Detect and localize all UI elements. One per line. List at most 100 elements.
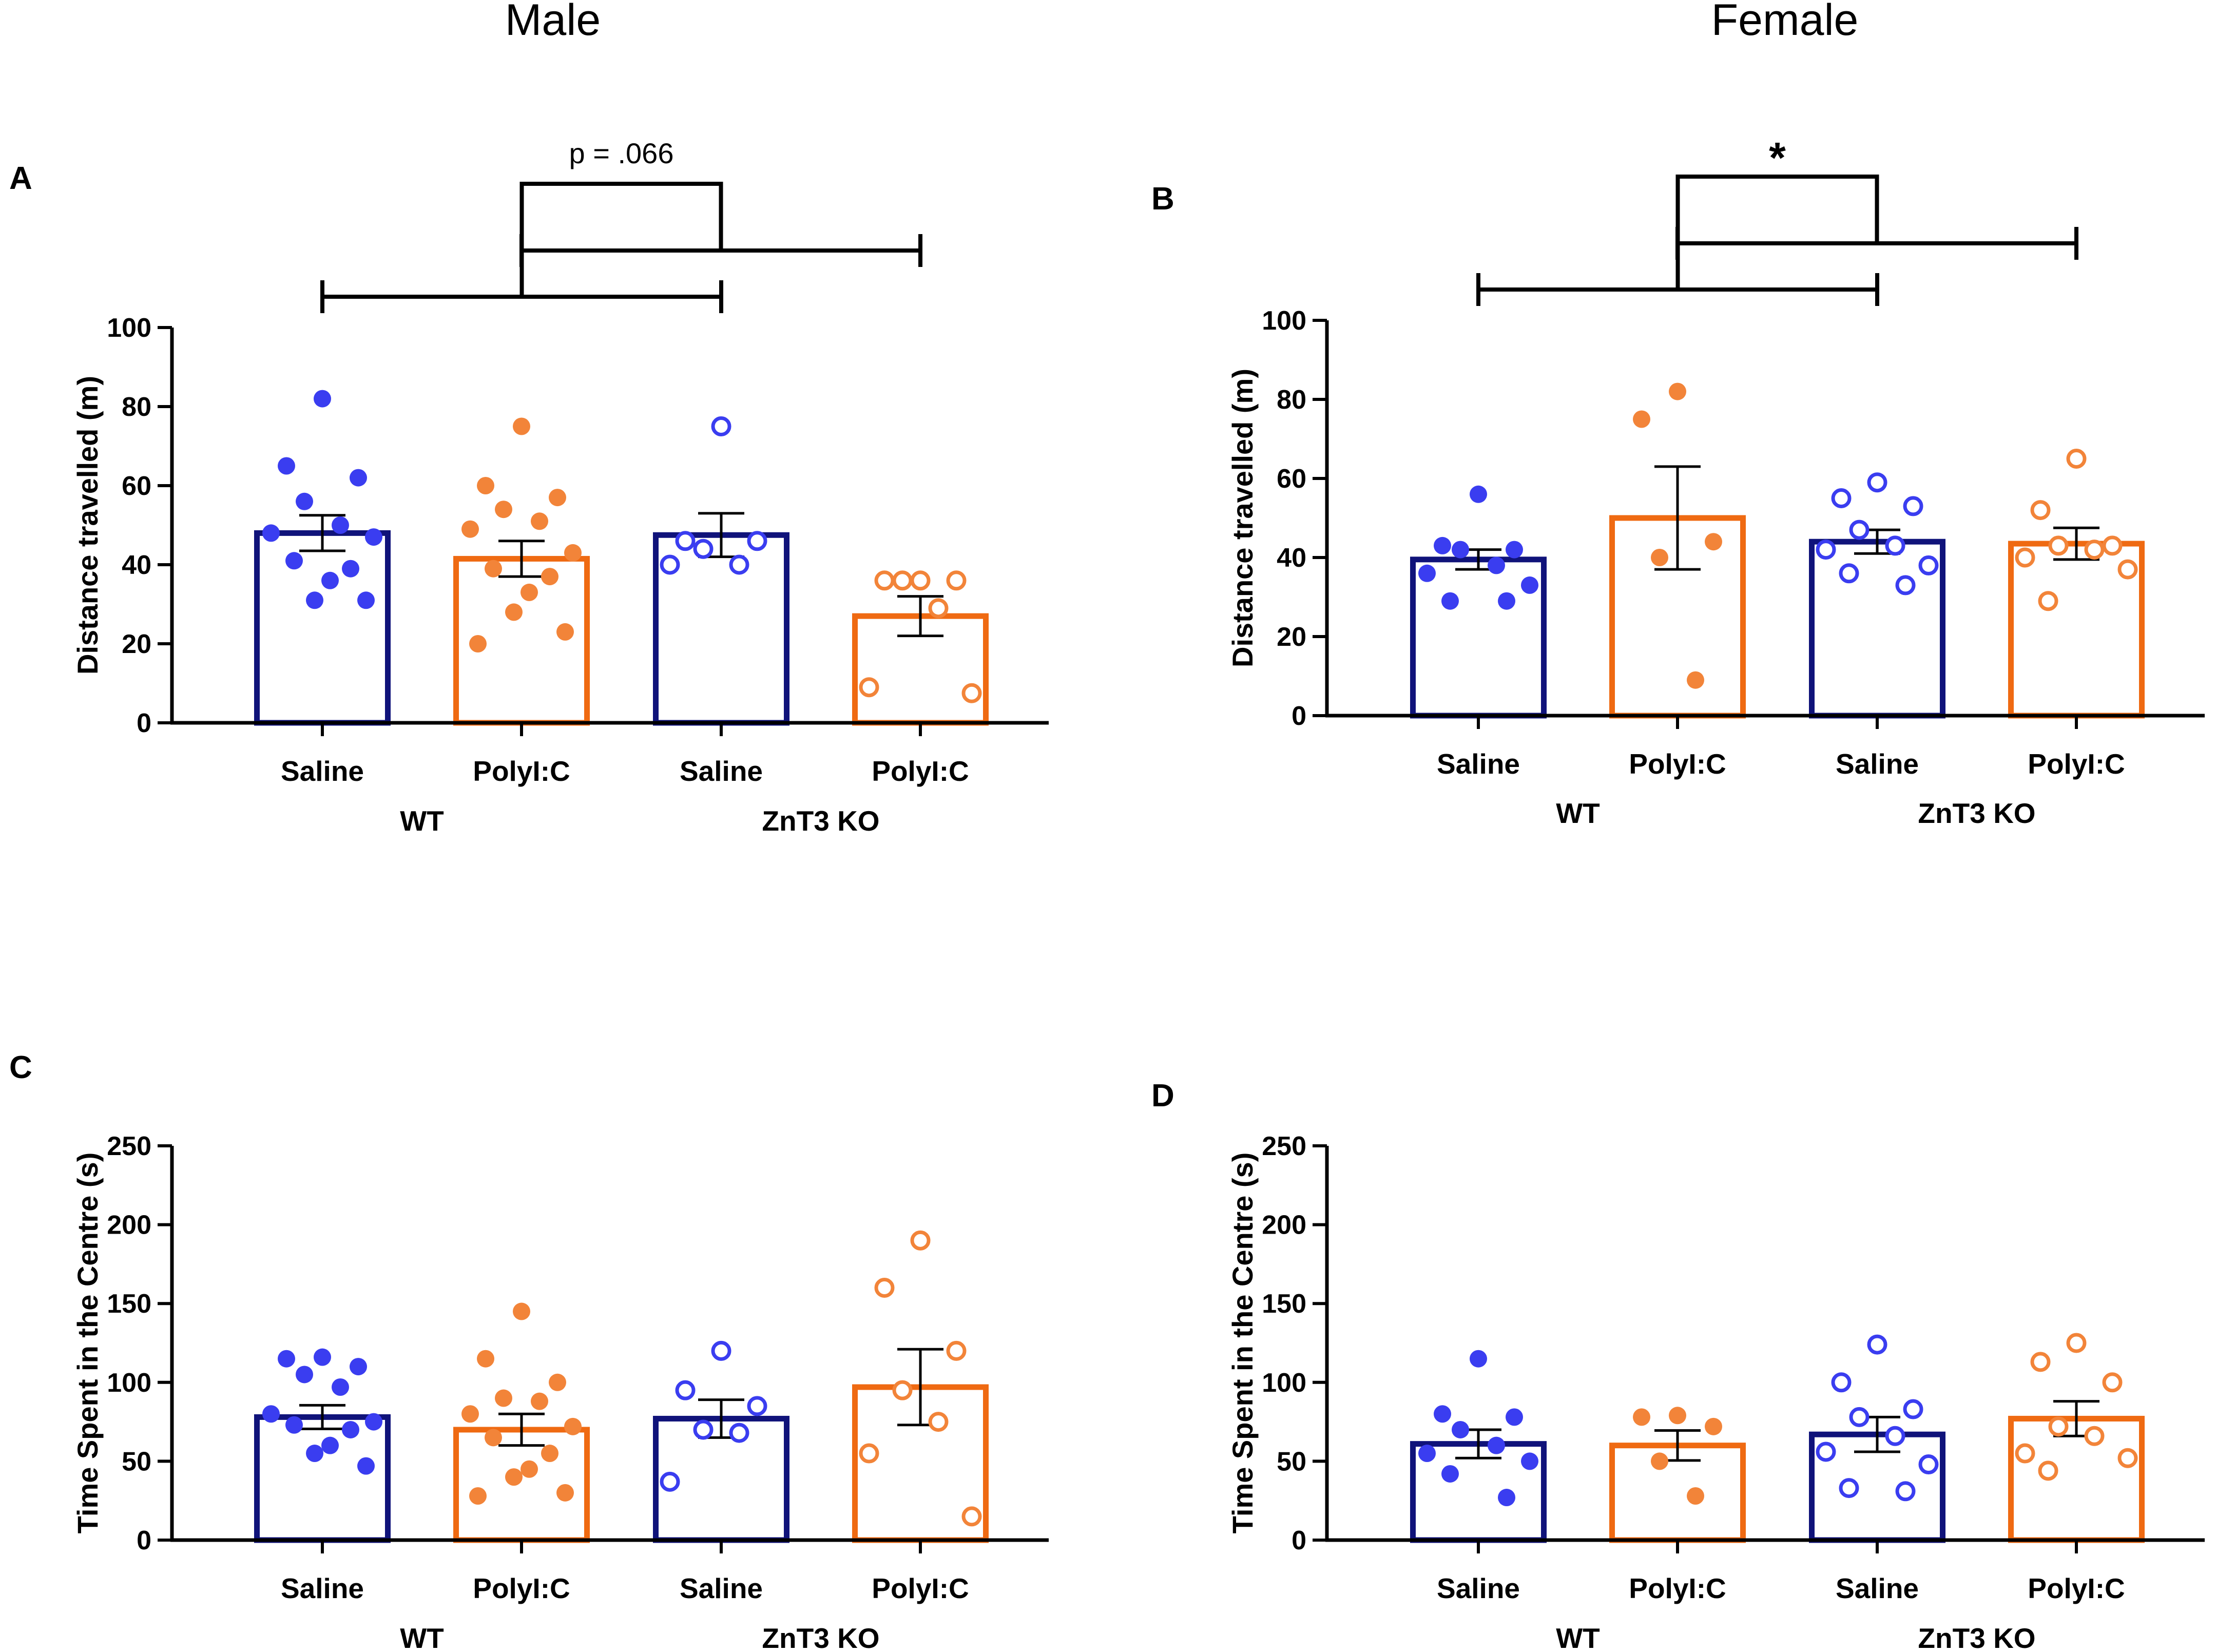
category-label-4: PolyI:C — [872, 755, 969, 787]
data-point — [2048, 1416, 2069, 1437]
data-point — [1441, 592, 1459, 610]
y-tick-label: 100 — [107, 313, 151, 343]
y-tick-label: 0 — [1292, 1526, 1306, 1555]
data-point — [1885, 1426, 1905, 1446]
significance-annotation: * — [1769, 133, 1786, 182]
data-point — [961, 1506, 982, 1527]
y-tick-label: 20 — [122, 629, 151, 659]
bar-1 — [254, 1414, 391, 1543]
data-point — [1418, 564, 1436, 582]
data-point — [910, 570, 931, 591]
data-point — [1687, 1487, 1704, 1505]
data-point — [675, 531, 696, 551]
data-point — [1506, 1408, 1523, 1426]
category-label-3: Saline — [1836, 1572, 1919, 1604]
data-point — [874, 570, 895, 591]
data-point — [1470, 485, 1487, 503]
y-tick-label: 20 — [1277, 622, 1306, 652]
data-point — [1669, 382, 1686, 400]
group-label-2: ZnT3 KO — [762, 805, 879, 837]
significance-annotation: p = .066 — [569, 137, 674, 169]
data-point — [2117, 1448, 2138, 1468]
data-point — [675, 1380, 696, 1400]
data-point — [1669, 1407, 1686, 1425]
data-point — [747, 1396, 767, 1416]
data-point — [521, 583, 538, 601]
data-point — [928, 1412, 949, 1432]
data-point — [513, 417, 530, 435]
panel-letter-C: C — [9, 1050, 32, 1085]
data-point — [1816, 1442, 1836, 1462]
data-point — [262, 524, 280, 542]
data-point — [461, 520, 479, 538]
data-point — [549, 489, 566, 507]
data-point — [859, 1443, 879, 1464]
y-tick-label: 200 — [1262, 1211, 1306, 1240]
data-point — [285, 552, 303, 570]
data-point — [729, 554, 749, 575]
group-label-1: WT — [1556, 797, 1600, 829]
y-axis-label: Distance travelled (m) — [1226, 369, 1259, 667]
data-point — [2038, 1461, 2058, 1481]
data-point — [1521, 1452, 1538, 1470]
data-point — [1418, 1445, 1436, 1463]
data-point — [342, 1420, 359, 1438]
data-point — [531, 1392, 548, 1410]
data-point — [1434, 1405, 1451, 1423]
group-label-2: ZnT3 KO — [1918, 1622, 2035, 1652]
y-tick-label: 40 — [1277, 543, 1306, 573]
data-point — [693, 539, 714, 559]
data-point — [350, 469, 367, 487]
data-point — [1488, 556, 1505, 574]
data-point — [1839, 1478, 1859, 1499]
data-point — [357, 1457, 375, 1475]
data-point — [306, 591, 323, 609]
group-label-1: WT — [1556, 1622, 1600, 1652]
data-point — [2030, 500, 2051, 521]
data-point — [541, 1445, 558, 1463]
data-point — [485, 1429, 502, 1447]
data-point — [711, 416, 731, 436]
data-point — [332, 516, 349, 534]
category-label-3: Saline — [1836, 748, 1919, 780]
data-point — [278, 1350, 295, 1368]
data-point — [2048, 535, 2069, 556]
data-point — [531, 512, 548, 530]
data-point — [477, 477, 494, 494]
category-label-2: PolyI:C — [1629, 1572, 1726, 1604]
data-point — [314, 1348, 331, 1366]
data-point — [314, 390, 331, 408]
y-tick-label: 250 — [107, 1131, 151, 1161]
data-point — [874, 1277, 895, 1298]
y-axis-label: Distance travelled (m) — [71, 376, 104, 675]
data-point — [505, 1468, 523, 1486]
category-label-4: PolyI:C — [2028, 1572, 2125, 1604]
category-label-3: Saline — [680, 1572, 763, 1604]
y-axis-label: Time Spent in the Centre (s) — [71, 1152, 104, 1534]
data-point — [1521, 576, 1538, 594]
category-label-4: PolyI:C — [2028, 748, 2125, 780]
y-tick-label: 0 — [1292, 701, 1306, 731]
data-point — [285, 1416, 303, 1434]
data-point — [321, 571, 339, 589]
category-label-2: PolyI:C — [473, 1572, 570, 1604]
data-point — [296, 1366, 313, 1384]
data-point — [278, 457, 295, 475]
data-point — [892, 570, 913, 591]
data-point — [1651, 1452, 1668, 1470]
data-point — [1849, 520, 1870, 540]
data-point — [2066, 449, 2087, 469]
panel-B: B Distance travelled (m) Saline PolyI:C Sali… — [1151, 133, 2205, 829]
data-point — [1687, 671, 1704, 689]
data-point — [469, 635, 487, 652]
data-point — [1849, 1407, 1870, 1427]
data-point — [469, 1487, 487, 1505]
y-tick-label: 0 — [137, 1526, 151, 1555]
category-label-1: Saline — [1437, 1572, 1520, 1604]
data-point — [961, 683, 982, 703]
data-point — [729, 1423, 749, 1443]
data-point — [556, 623, 574, 641]
panel-C: C Time Spent in the Centre (s) Saline PolyI… — [9, 1050, 1049, 1652]
y-axis-label: Time Spent in the Centre (s) — [1226, 1152, 1259, 1534]
data-point — [910, 1230, 931, 1251]
